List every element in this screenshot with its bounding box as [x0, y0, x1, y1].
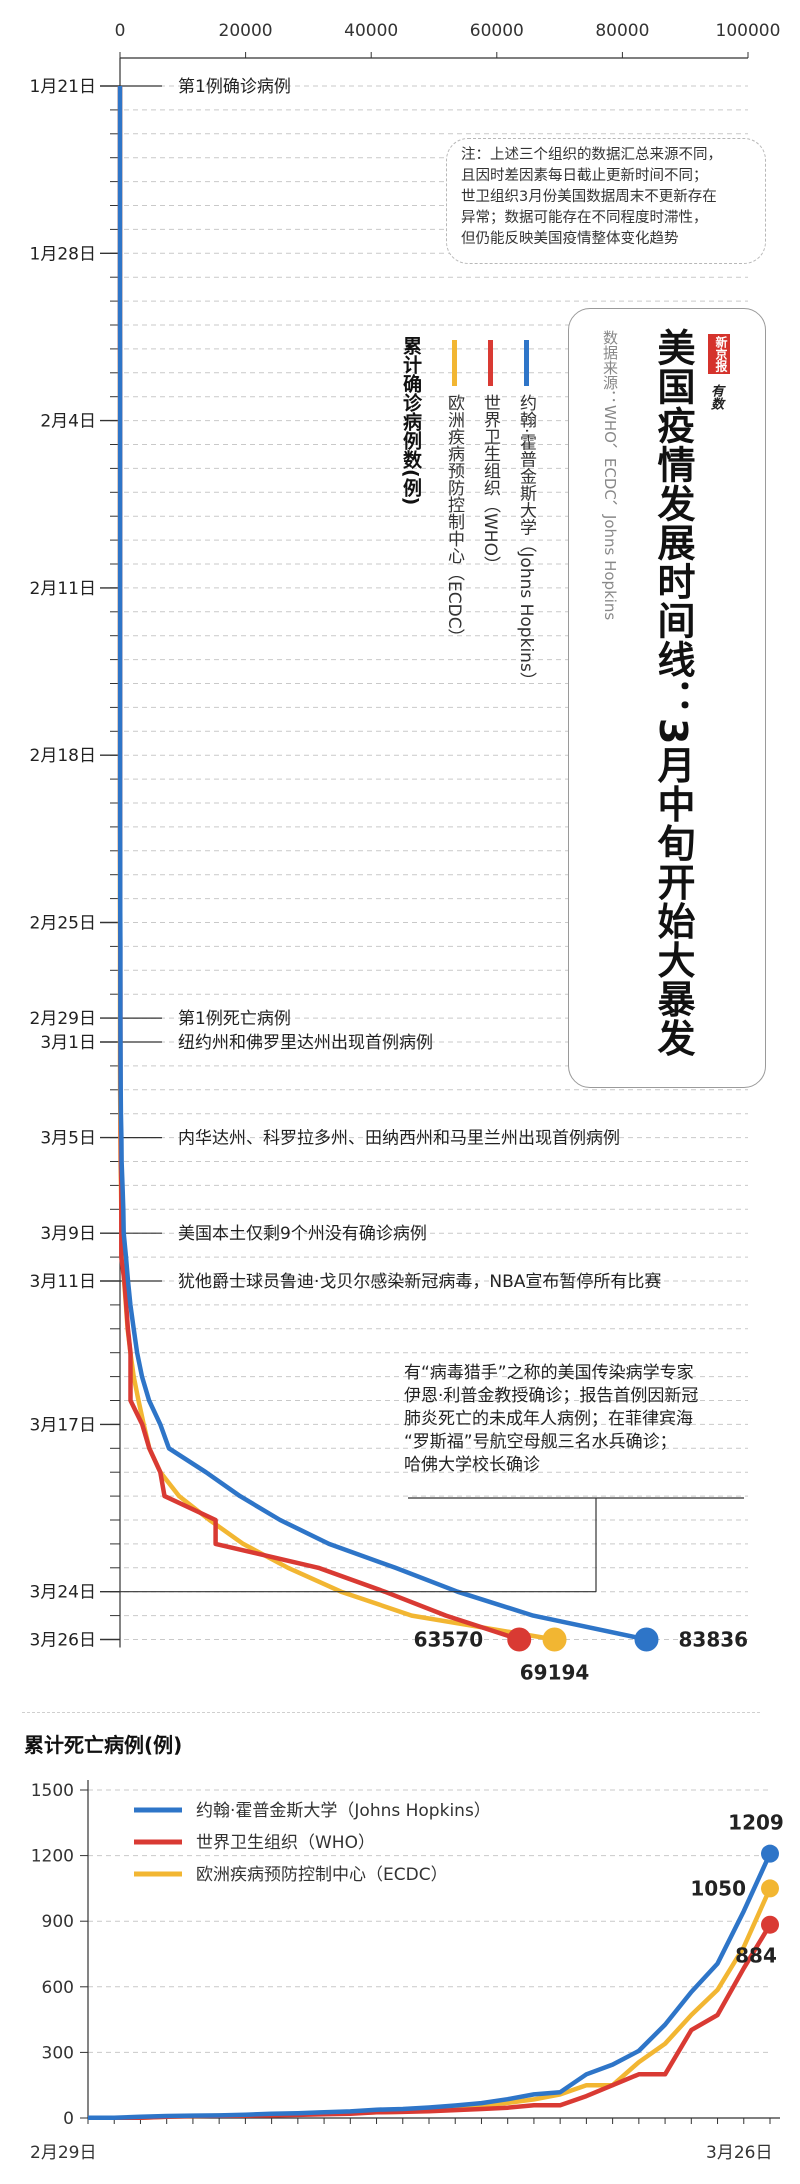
x-tick-label: 60000: [470, 21, 524, 41]
event-label: 第1例死亡病例: [178, 1009, 291, 1029]
data-note: 注：上述三个组织的数据汇总来源不同， 且因时差因素每日截止更新时间不同； 世卫组…: [446, 138, 766, 264]
data-source: 数据来源：WHO、ECDC、Johns Hopkins: [601, 330, 619, 621]
deaths-end-marker-who: [761, 1915, 779, 1934]
legend-swatch-jhu: [524, 340, 529, 386]
legend-swatch-ecdc: [452, 340, 457, 386]
legend-ecdc: 欧洲疾病预防控制中心（ECDC）: [442, 340, 467, 646]
x-tick-label: 100000: [716, 21, 781, 41]
event-label: 第1例确诊病例: [178, 77, 291, 97]
date-label: 2月18日: [30, 746, 96, 766]
date-label: 3月1日: [40, 1033, 96, 1053]
callout-text: 肺炎死亡的未成年人病例；在菲律宾海: [404, 1409, 693, 1429]
x-end-label: 3月26日: [706, 2143, 772, 2163]
legend-label-who: 世界卫生组织（WHO）: [480, 394, 500, 573]
date-label: 3月17日: [30, 1415, 96, 1435]
date-label: 3月26日: [30, 1631, 96, 1651]
y-tick-label: 1500: [31, 1781, 74, 1801]
callout-text: 伊恩·利普金教授确诊；报告首例因新冠: [404, 1386, 698, 1406]
note-line: 且因时差因素每日截止更新时间不同；: [461, 168, 708, 184]
event-label: 犹他爵士球员鲁迪·戈贝尔感染新冠病毒，NBA宣布暂停所有比赛: [178, 1271, 661, 1292]
series-line-jhu: [117, 86, 647, 1642]
date-label: 3月11日: [30, 1272, 96, 1292]
confirmed-cases-chart: 0 20000 40000 60000 80000 100000 1月21日 1月28日 2月…: [30, 21, 781, 1685]
date-label: 1月28日: [30, 244, 96, 264]
y-tick-label: 0: [63, 2109, 74, 2129]
note-line: 注：上述三个组织的数据汇总来源不同，: [461, 147, 722, 163]
logo-brand: 新京报: [708, 334, 730, 374]
callout-text: 哈佛大学校长确诊: [404, 1455, 540, 1475]
deaths-line-ecdc: [88, 1887, 773, 2121]
x-tick-label: 0: [115, 21, 126, 41]
deaths-end-marker-ecdc: [761, 1879, 779, 1898]
x-tick-label: 80000: [595, 21, 649, 41]
date-label: 3月24日: [30, 1583, 96, 1603]
event-label: 内华达州、科罗拉多州、田纳西州和马里兰州出现首例病例: [178, 1129, 620, 1149]
end-marker-jhu: [634, 1627, 659, 1652]
date-label: 3月5日: [40, 1129, 96, 1149]
legend-label-jhu: 约翰·霍普金斯大学（Johns Hopkins）: [516, 394, 536, 689]
date-label: 1月21日: [30, 77, 96, 97]
legend-label-ecdc: 欧洲疾病预防控制中心（ECDC）: [444, 394, 464, 646]
page-title: 美国疫情发展时间线：3月中旬开始大暴发: [651, 328, 695, 1058]
deaths-end-label-jhu: 1209: [728, 1811, 784, 1835]
legend-title: 累计确诊病例数(例): [400, 336, 422, 506]
section-divider: [22, 1712, 760, 1713]
note-line: 异常；数据可能存在不同程度时滞性，: [461, 210, 708, 226]
legend-swatch-who: [488, 340, 493, 386]
deaths-chart-title: 累计死亡病例(例): [24, 1733, 182, 1757]
date-label: 2月29日: [30, 1009, 96, 1029]
note-line: 但仍能反映美国疫情整体变化趋势: [461, 231, 679, 247]
date-label: 2月25日: [30, 914, 96, 934]
series-line-who: [117, 86, 520, 1642]
note-line: 世卫组织3月份美国数据周末不更新存在: [461, 189, 717, 205]
end-label-ecdc: 69194: [520, 1661, 590, 1685]
series-line-ecdc: [117, 86, 555, 1642]
deaths-end-label-ecdc: 1050: [690, 1876, 746, 1900]
deaths-chart: 累计死亡病例(例) 0 300 600 900 1200 1500 约翰·霍普金斯大学（J…: [24, 1733, 784, 2163]
callout-text: 有“病毒猎手”之称的美国传染病学专家: [404, 1363, 694, 1383]
event-label: 美国本土仅剩9个州没有确诊病例: [178, 1224, 427, 1244]
legend-jhu: 约翰·霍普金斯大学（Johns Hopkins）: [514, 340, 539, 689]
end-label-who: 63570: [414, 1628, 484, 1652]
date-label: 2月4日: [40, 412, 96, 432]
end-label-jhu: 83836: [678, 1628, 748, 1652]
date-label: 2月11日: [30, 579, 96, 599]
title-box: [568, 308, 766, 1088]
legend-who: 世界卫生组织（WHO）: [478, 340, 503, 573]
deaths-legend-label-who: 世界卫生组织（WHO）: [196, 1833, 375, 1853]
end-marker-who: [507, 1627, 532, 1652]
end-marker-ecdc: [542, 1627, 567, 1652]
deaths-end-marker-jhu: [761, 1844, 779, 1863]
x-tick-label: 40000: [344, 21, 398, 41]
y-tick-label: 600: [42, 1978, 74, 1998]
x-start-label: 2月29日: [30, 2143, 96, 2163]
x-tick-label: 20000: [219, 21, 273, 41]
date-label: 3月9日: [40, 1224, 96, 1244]
event-label: 纽约州和佛罗里达州出现首例病例: [178, 1033, 433, 1053]
deaths-end-label-who: 884: [735, 1944, 777, 1968]
y-tick-label: 900: [42, 1912, 74, 1932]
y-tick-label: 300: [42, 2043, 74, 2063]
deaths-legend-label-jhu: 约翰·霍普金斯大学（Johns Hopkins）: [196, 1801, 491, 1821]
callout-text: “罗斯福”号航空母舰三名水兵确诊；: [404, 1432, 677, 1452]
logo-sub: 有数: [708, 384, 723, 410]
y-tick-label: 1200: [31, 1847, 74, 1867]
deaths-line-jhu: [88, 1852, 773, 2121]
deaths-legend-label-ecdc: 欧洲疾病预防控制中心（ECDC）: [196, 1865, 448, 1885]
